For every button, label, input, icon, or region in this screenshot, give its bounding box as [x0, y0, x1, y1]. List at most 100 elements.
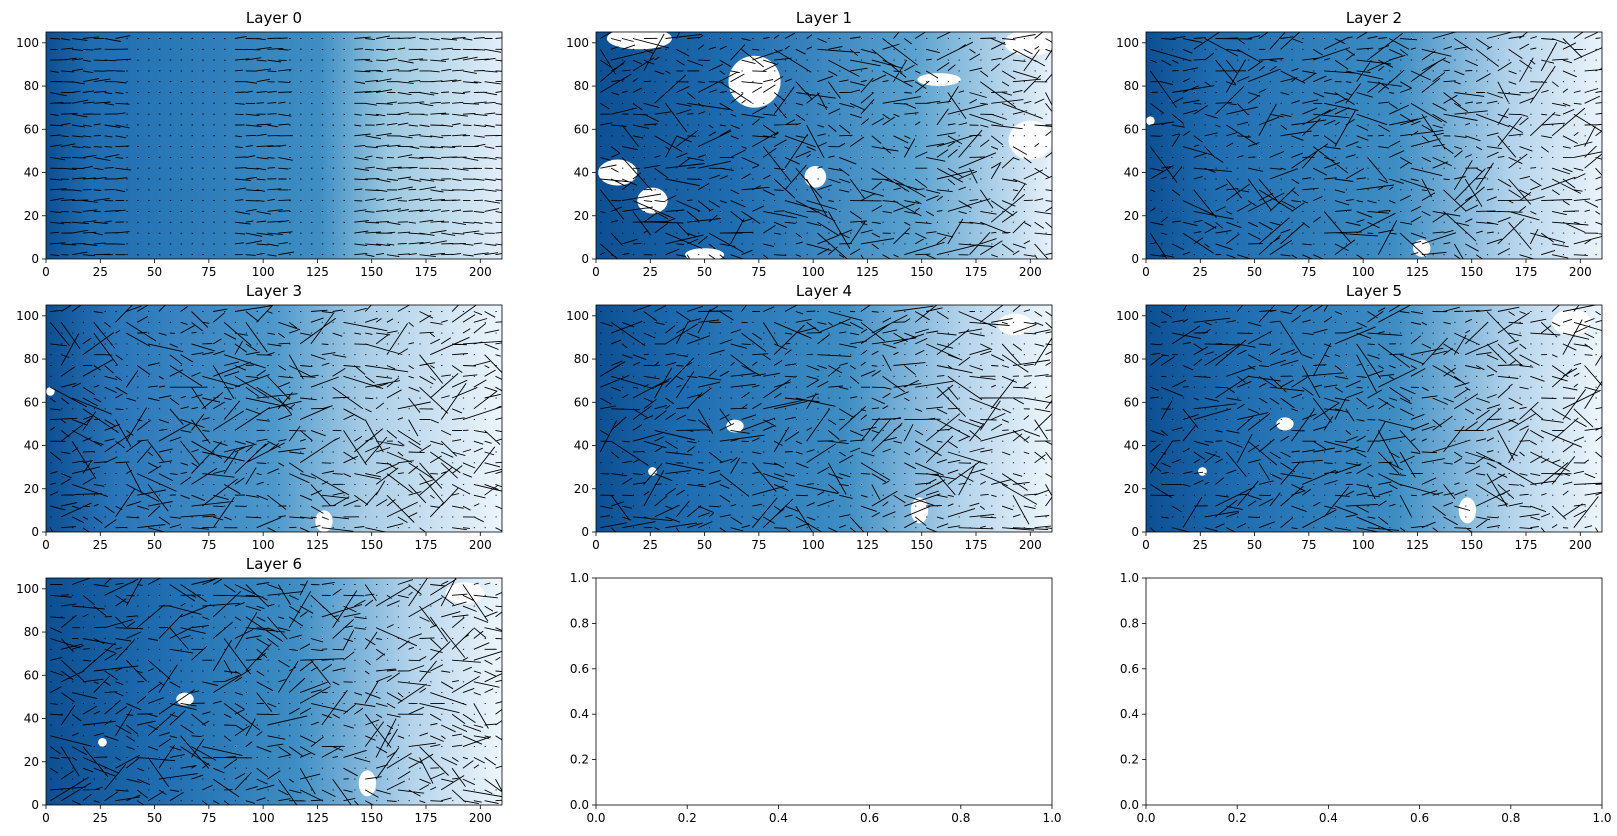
masked-region [598, 159, 638, 186]
x-tick-label: 50 [147, 538, 162, 552]
axes-frame [45, 304, 503, 533]
x-tick-label: 50 [697, 265, 712, 279]
x-tick-label: 175 [415, 265, 438, 279]
subplot-title: Layer 6 [246, 555, 302, 573]
y-tick-label: 100 [566, 36, 589, 50]
masked-region [997, 313, 1033, 336]
y-tick-label: 40 [24, 712, 39, 726]
y-tick-label: 60 [24, 122, 39, 136]
x-tick-label: 0.8 [951, 811, 970, 825]
heatmap-field [596, 305, 1052, 532]
quiver-field [49, 305, 502, 532]
x-tick-label: 0 [1142, 538, 1150, 552]
y-tick-label: 20 [1124, 482, 1139, 496]
axes-frame [595, 304, 1053, 533]
x-tick-label: 0 [1142, 265, 1150, 279]
masked-region [804, 166, 827, 188]
x-tick-label: 125 [306, 811, 329, 825]
quiver-arrows [599, 305, 1052, 532]
masked-regions [46, 387, 333, 532]
x-tick-label: 0.0 [1136, 811, 1155, 825]
quiver-arrows [1149, 32, 1602, 259]
y-tick-label: 80 [574, 352, 589, 366]
y-tick-label: 0.4 [570, 707, 589, 721]
x-tick-label: 0 [42, 811, 50, 825]
subplot-title: Layer 1 [796, 9, 852, 27]
heatmap-field [596, 32, 1052, 259]
y-tick-label: 0.2 [570, 753, 589, 767]
masked-region [46, 387, 55, 396]
x-tick-label: 125 [1406, 538, 1429, 552]
x-tick-label: 50 [697, 538, 712, 552]
y-tick-label: 0 [581, 525, 589, 539]
masked-region [1458, 497, 1477, 524]
x-tick-label: 200 [1019, 538, 1042, 552]
y-tick-label: 100 [16, 582, 39, 596]
masked-region [358, 770, 377, 797]
x-tick-label: 25 [1193, 538, 1208, 552]
x-tick-label: 150 [1460, 265, 1483, 279]
subplot-6: 0 25 50 75 100 125 150 175 200 0 20 40 60 80 100 Layer … [1116, 282, 1603, 552]
x-tick-label: 200 [1019, 265, 1042, 279]
subplot-8: 0.0 0.2 0.4 0.6 0.8 1.0 0.0 0.2 0.4 0.6 0.8 1.0 [570, 571, 1062, 825]
x-tick-label: 75 [201, 538, 216, 552]
x-tick-label: 200 [469, 811, 492, 825]
masked-region [1008, 120, 1052, 160]
masked-regions [1198, 309, 1592, 524]
x-tick-label: 75 [201, 811, 216, 825]
x-tick-label: 150 [910, 538, 933, 552]
quiver-arrows [599, 32, 1052, 259]
y-tick-label: 40 [1124, 166, 1139, 180]
subplot-title: Layer 4 [796, 282, 852, 300]
masked-region [445, 582, 485, 604]
y-tick-label: 20 [24, 209, 39, 223]
axes-frame [45, 31, 503, 260]
x-tick-label: 1.0 [1592, 811, 1611, 825]
x-tick-label: 75 [1301, 265, 1316, 279]
x-tick-label: 75 [201, 265, 216, 279]
x-tick-label: 125 [1406, 265, 1429, 279]
quiver-field [1149, 32, 1602, 259]
masked-region [685, 248, 725, 259]
x-tick-label: 150 [360, 265, 383, 279]
heatmap-field [46, 305, 502, 532]
x-tick-label: 175 [1515, 538, 1538, 552]
x-tick-label: 150 [910, 265, 933, 279]
subplot-title: Layer 0 [246, 9, 302, 27]
x-tick-label: 100 [802, 538, 825, 552]
x-tick-label: 200 [469, 265, 492, 279]
x-tick-label: 175 [415, 811, 438, 825]
x-tick-label: 0.4 [769, 811, 788, 825]
y-tick-label: 100 [16, 309, 39, 323]
x-tick-label: 100 [252, 265, 275, 279]
masked-region [917, 73, 961, 87]
x-tick-label: 50 [1247, 265, 1262, 279]
subplot-7: 0 25 50 75 100 125 150 175 200 0 20 40 60 80 100 Layer … [16, 555, 503, 825]
subplot-5: 0 25 50 75 100 125 150 175 200 0 20 40 60 80 100 Layer … [566, 282, 1053, 552]
x-tick-label: 0.2 [1228, 811, 1247, 825]
y-tick-label: 80 [24, 625, 39, 639]
x-tick-label: 25 [1193, 265, 1208, 279]
x-tick-label: 200 [1569, 538, 1592, 552]
y-tick-label: 80 [24, 79, 39, 93]
x-tick-label: 175 [965, 265, 988, 279]
subplot-1: 0 25 50 75 100 125 150 175 200 0 20 40 60 80 100 Layer … [16, 9, 503, 279]
quiver-field [1149, 305, 1602, 532]
y-tick-label: 0.6 [570, 662, 589, 676]
y-tick-label: 0.2 [1120, 753, 1139, 767]
x-tick-label: 50 [147, 265, 162, 279]
subplot-9: 0.0 0.2 0.4 0.6 0.8 1.0 0.0 0.2 0.4 0.6 0.8 1.0 [1120, 571, 1612, 825]
quiver-field [50, 35, 502, 258]
masked-region [1276, 417, 1294, 431]
y-tick-label: 100 [1116, 309, 1139, 323]
y-tick-label: 40 [24, 439, 39, 453]
y-tick-label: 0.4 [1120, 707, 1139, 721]
y-tick-label: 20 [24, 482, 39, 496]
x-tick-label: 0.0 [586, 811, 605, 825]
y-tick-label: 60 [1124, 122, 1139, 136]
x-tick-label: 50 [1247, 538, 1262, 552]
x-tick-label: 175 [415, 538, 438, 552]
axes-frame [1145, 31, 1603, 260]
x-tick-label: 25 [643, 265, 658, 279]
